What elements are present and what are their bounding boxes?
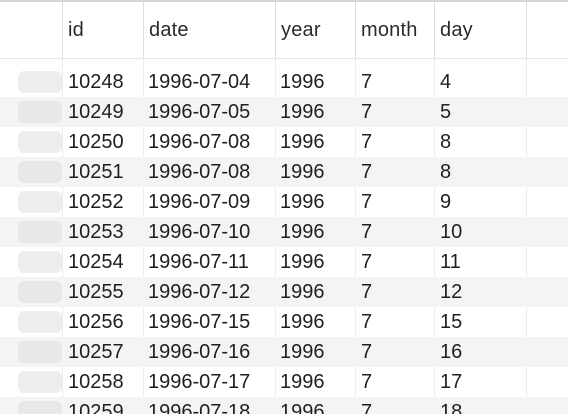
row-selector[interactable] (18, 371, 62, 393)
table-row[interactable]: 10253 1996-07-10 1996 7 10 (0, 217, 568, 247)
cell-year[interactable]: 1996 (280, 311, 325, 333)
cell-year[interactable]: 1996 (280, 401, 325, 414)
cell-month[interactable]: 7 (361, 401, 373, 414)
column-header-year[interactable]: year (275, 2, 355, 58)
row-selector[interactable] (18, 311, 62, 333)
cell-year[interactable]: 1996 (280, 131, 325, 153)
cell-day[interactable]: 17 (440, 371, 463, 393)
table-row[interactable]: 10259 1996-07-18 1996 7 18 (0, 397, 568, 414)
cell-year[interactable]: 1996 (280, 371, 325, 393)
column-header-id[interactable]: id (62, 2, 143, 58)
cell-day[interactable]: 12 (440, 281, 463, 303)
cell-month[interactable]: 7 (361, 221, 373, 243)
cell-year[interactable]: 1996 (280, 341, 325, 363)
table-row[interactable]: 10257 1996-07-16 1996 7 16 (0, 337, 568, 367)
cell-year[interactable]: 1996 (280, 71, 325, 93)
cell-id[interactable]: 10250 (68, 131, 124, 153)
cell-date[interactable]: 1996-07-09 (148, 191, 251, 213)
cell-month[interactable]: 7 (361, 341, 373, 363)
column-header-date[interactable]: date (143, 2, 275, 58)
row-selector[interactable] (18, 161, 62, 183)
cell-year[interactable]: 1996 (280, 221, 325, 243)
cell-year[interactable]: 1996 (280, 101, 325, 123)
cell-date[interactable]: 1996-07-12 (148, 281, 251, 303)
row-selector[interactable] (18, 71, 62, 93)
row-selector[interactable] (18, 401, 62, 414)
row-selector[interactable] (18, 251, 62, 273)
cell-month[interactable]: 7 (361, 191, 373, 213)
cell-id[interactable]: 10255 (68, 281, 124, 303)
cell-date[interactable]: 1996-07-05 (148, 101, 251, 123)
cell-id[interactable]: 10249 (68, 101, 124, 123)
cell-day[interactable]: 4 (440, 71, 452, 93)
cell-day[interactable]: 8 (440, 131, 452, 153)
cell-year[interactable]: 1996 (280, 281, 325, 303)
cell-date[interactable]: 1996-07-04 (148, 71, 251, 93)
cell-id[interactable]: 10258 (68, 371, 124, 393)
row-selector[interactable] (18, 191, 62, 213)
cell-month[interactable]: 7 (361, 161, 373, 183)
cell-date[interactable]: 1996-07-16 (148, 341, 251, 363)
row-selector[interactable] (18, 101, 62, 123)
cell-day[interactable]: 10 (440, 221, 463, 243)
cell-id[interactable]: 10253 (68, 221, 124, 243)
cell-date[interactable]: 1996-07-11 (148, 251, 249, 273)
cell-id[interactable]: 10252 (68, 191, 124, 213)
cell-month[interactable]: 7 (361, 311, 373, 333)
cell-month[interactable]: 7 (361, 281, 373, 303)
cell-day[interactable]: 11 (440, 251, 461, 273)
cell-month[interactable]: 7 (361, 251, 373, 273)
cell-month[interactable]: 7 (361, 371, 373, 393)
cell-date[interactable]: 1996-07-15 (148, 311, 251, 333)
table-row[interactable]: 10250 1996-07-08 1996 7 8 (0, 127, 568, 157)
cell-day[interactable]: 5 (440, 101, 452, 123)
cell-date[interactable]: 1996-07-10 (148, 221, 251, 243)
column-header-month[interactable]: month (355, 2, 434, 58)
cell-day[interactable]: 16 (440, 341, 463, 363)
cell-month[interactable]: 7 (361, 71, 373, 93)
cell-id[interactable]: 10254 (68, 251, 124, 273)
toolbar-divider (0, 0, 568, 2)
column-header-day[interactable]: day (434, 2, 526, 58)
table-header: id date year month day (0, 2, 568, 59)
cell-month[interactable]: 7 (361, 101, 373, 123)
cell-year[interactable]: 1996 (280, 251, 325, 273)
row-selector[interactable] (18, 341, 62, 363)
table-row[interactable]: 10251 1996-07-08 1996 7 8 (0, 157, 568, 187)
cell-date[interactable]: 1996-07-08 (148, 161, 251, 183)
table-row[interactable]: 10254 1996-07-11 1996 7 11 (0, 247, 568, 277)
table-row[interactable]: 10258 1996-07-17 1996 7 17 (0, 367, 568, 397)
cell-day[interactable]: 15 (440, 311, 463, 333)
row-selector[interactable] (18, 131, 62, 153)
table-row[interactable]: 10255 1996-07-12 1996 7 12 (0, 277, 568, 307)
cell-year[interactable]: 1996 (280, 191, 325, 213)
cell-id[interactable]: 10251 (68, 161, 124, 183)
table-row[interactable]: 10248 1996-07-04 1996 7 4 (0, 67, 568, 97)
cell-date[interactable]: 1996-07-17 (148, 371, 251, 393)
cell-id[interactable]: 10259 (68, 401, 124, 414)
table-row[interactable]: 10252 1996-07-09 1996 7 9 (0, 187, 568, 217)
cell-day[interactable]: 8 (440, 161, 452, 183)
table-row[interactable]: 10256 1996-07-15 1996 7 15 (0, 307, 568, 337)
row-selector[interactable] (18, 281, 62, 303)
cell-date[interactable]: 1996-07-18 (148, 401, 251, 414)
cell-day[interactable]: 9 (440, 191, 452, 213)
cell-date[interactable]: 1996-07-08 (148, 131, 251, 153)
cell-id[interactable]: 10257 (68, 341, 124, 363)
cell-year[interactable]: 1996 (280, 161, 325, 183)
cell-month[interactable]: 7 (361, 131, 373, 153)
cell-id[interactable]: 10248 (68, 71, 124, 93)
cell-day[interactable]: 18 (440, 401, 463, 414)
column-header-empty (526, 2, 568, 58)
cell-id[interactable]: 10256 (68, 311, 124, 333)
row-selector[interactable] (18, 221, 62, 243)
table-row[interactable]: 10249 1996-07-05 1996 7 5 (0, 97, 568, 127)
